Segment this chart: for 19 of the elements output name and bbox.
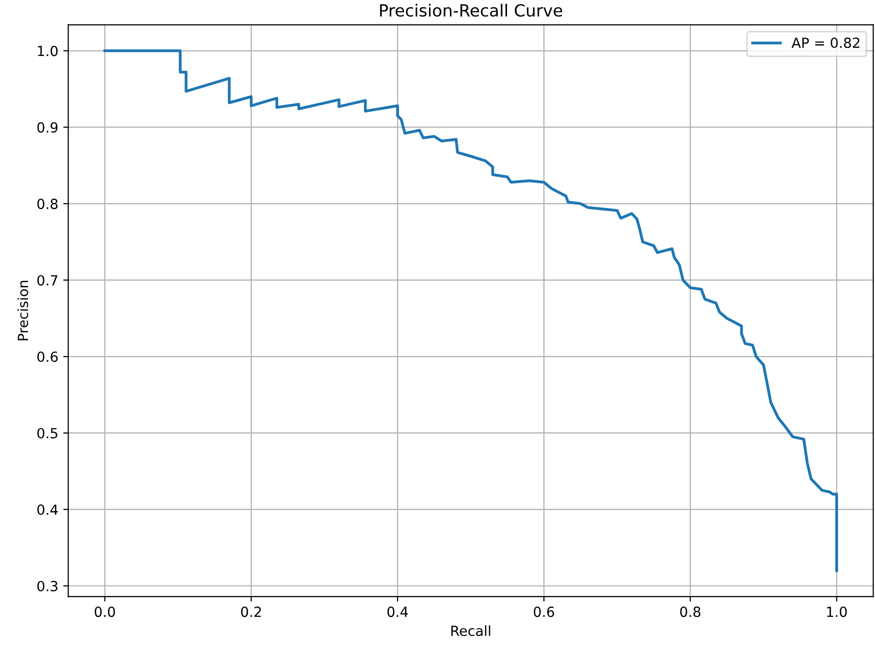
y-tick-label: 0.8 xyxy=(37,198,58,210)
line-series xyxy=(103,49,838,572)
chart-title: Precision-Recall Curve xyxy=(380,4,562,17)
x-tick-label: 0.0 xyxy=(94,606,115,618)
y-axis-title: Precision xyxy=(17,280,28,340)
x-tick-label: 1.0 xyxy=(827,606,847,618)
y-tick-label: 0.7 xyxy=(37,275,58,286)
y-tick-label: 0.9 xyxy=(37,122,58,133)
y-tick-label: 1.0 xyxy=(38,46,58,56)
y-tick-label: 0.6 xyxy=(37,352,58,362)
x-axis-title: Recall xyxy=(451,625,490,636)
y-tick-label: 0.4 xyxy=(37,504,58,515)
x-tick-label: 0.6 xyxy=(534,606,554,618)
x-tick-label: 0.8 xyxy=(680,606,700,618)
legend-label: AP = 0.82 xyxy=(792,38,860,48)
y-tick-label: 0.3 xyxy=(37,580,58,592)
y-tick-label: 0.5 xyxy=(37,428,58,438)
x-tick-label: 0.2 xyxy=(241,606,261,618)
x-tick-label: 0.4 xyxy=(387,606,408,618)
